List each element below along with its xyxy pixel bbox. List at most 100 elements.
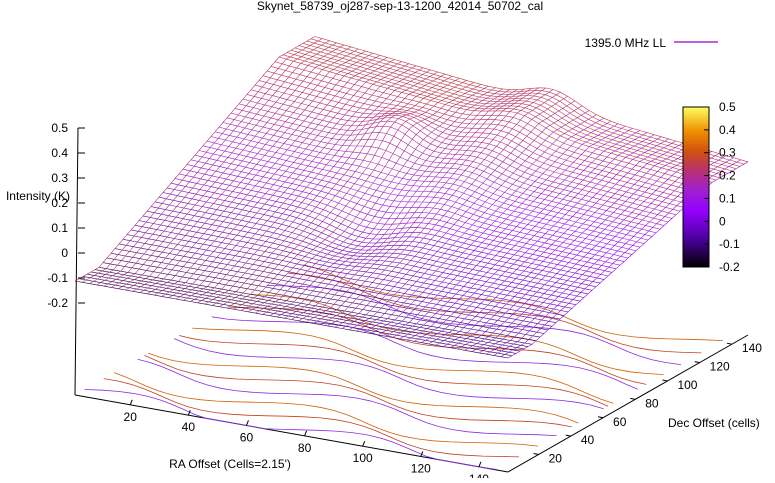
z-tick-label: 0.5 bbox=[51, 121, 68, 135]
mesh-line-x bbox=[154, 59, 395, 296]
x-tick-label: 100 bbox=[353, 451, 373, 465]
mesh-line-x bbox=[450, 144, 691, 348]
x-tick-label: 20 bbox=[124, 410, 138, 424]
mesh-line-x bbox=[464, 149, 705, 351]
mesh-line-x bbox=[356, 114, 597, 332]
mesh-line-x bbox=[334, 100, 575, 328]
mesh-line-x bbox=[457, 146, 698, 350]
x-tick-label: 40 bbox=[182, 420, 196, 434]
colorbox-tick-label: 0 bbox=[719, 214, 726, 228]
mesh-line-x bbox=[175, 65, 417, 300]
mesh-line-x bbox=[74, 36, 316, 282]
mesh-line-x bbox=[320, 91, 561, 325]
contour-line bbox=[288, 272, 702, 354]
mesh-line-x bbox=[349, 110, 590, 331]
y-tick-mark bbox=[630, 397, 636, 400]
z-tick-label: 0.1 bbox=[51, 221, 68, 235]
colorbox-tick-label: -0.1 bbox=[719, 237, 740, 251]
x-tick-mark bbox=[478, 461, 482, 468]
mesh-line-x bbox=[291, 88, 532, 320]
colorbox-tick-label: 0.4 bbox=[719, 123, 736, 137]
mesh-line-x bbox=[103, 44, 345, 287]
mesh-line-x bbox=[341, 105, 583, 329]
x-tick-mark bbox=[362, 440, 366, 447]
contour-line bbox=[84, 389, 498, 470]
y-tick-mark bbox=[565, 434, 571, 437]
x-tick-mark bbox=[129, 399, 133, 406]
mesh-line-x bbox=[442, 142, 684, 347]
x-tick-mark bbox=[304, 430, 308, 437]
z-tick-label: -0.2 bbox=[47, 296, 68, 310]
mesh-line-x bbox=[125, 50, 366, 291]
surface-mesh bbox=[74, 36, 749, 359]
contour-line bbox=[211, 316, 638, 390]
mesh-line-x bbox=[312, 89, 554, 324]
y-tick-mark bbox=[597, 416, 604, 419]
colorbox-tick-label: -0.2 bbox=[719, 260, 740, 274]
mesh-line-x bbox=[183, 67, 424, 301]
mesh-line-x bbox=[298, 87, 539, 322]
colorbox-tick-label: 0.2 bbox=[719, 169, 736, 183]
mesh-line-x bbox=[478, 153, 720, 354]
legend-label: 1395.0 MHz LL bbox=[585, 36, 667, 50]
colorbox-ticks: 0.5 0.4 0.3 0.2 0.1 0 -0.1 -0.2 bbox=[704, 100, 740, 274]
y-tick-mark bbox=[533, 453, 539, 456]
mesh-line-x bbox=[240, 84, 482, 311]
contour-line bbox=[228, 306, 647, 385]
mesh-line-x bbox=[139, 55, 381, 293]
mesh-line-x bbox=[327, 95, 568, 327]
mesh-line-x bbox=[276, 89, 518, 318]
y-tick-mark bbox=[662, 379, 668, 382]
mesh-line-x bbox=[421, 136, 662, 343]
contour-line bbox=[114, 372, 539, 447]
z-tick-label: 0 bbox=[61, 246, 68, 260]
contour-line bbox=[137, 358, 557, 436]
contour-line bbox=[103, 378, 520, 458]
mesh-line-x bbox=[399, 130, 640, 340]
mesh-line-x bbox=[168, 63, 409, 298]
x-tick-label: 60 bbox=[240, 430, 254, 444]
contour-line bbox=[251, 294, 664, 375]
mesh-line-x bbox=[110, 46, 352, 288]
mesh-line-x bbox=[269, 89, 511, 316]
x-tick-label: 120 bbox=[411, 461, 431, 475]
x-tick-label: 140 bbox=[469, 472, 489, 478]
colorbox-tick-label: 0.5 bbox=[719, 100, 736, 114]
mesh-line-x bbox=[385, 125, 626, 337]
mesh-line-x bbox=[428, 138, 669, 345]
mesh-line-x bbox=[248, 85, 489, 313]
y-tick-label: 140 bbox=[742, 341, 762, 355]
colorbox-gradient bbox=[682, 106, 710, 268]
mesh-line-x bbox=[82, 38, 323, 283]
mesh-line-x bbox=[197, 71, 438, 304]
mesh-line-x bbox=[377, 123, 619, 336]
y-tick-mark bbox=[726, 342, 732, 345]
x-tick-mark bbox=[420, 451, 424, 457]
mesh-line-x bbox=[147, 57, 388, 295]
base-frame bbox=[74, 127, 749, 473]
mesh-line-x bbox=[363, 117, 604, 333]
x-tick-label: 80 bbox=[298, 441, 312, 455]
colorbox-tick-label: 0.1 bbox=[719, 191, 736, 205]
colorbox-tick-label: 0.3 bbox=[719, 146, 736, 160]
contour-line bbox=[148, 352, 579, 424]
legend: 1395.0 MHz LL bbox=[585, 36, 718, 50]
x-tick-mark bbox=[245, 420, 249, 426]
y-tick-label: 80 bbox=[645, 396, 659, 410]
z-axis-label: Intensity (K) bbox=[6, 189, 70, 203]
mesh-line-x bbox=[255, 87, 496, 314]
mesh-line-x bbox=[471, 151, 713, 352]
mesh-line-x bbox=[305, 87, 547, 323]
mesh-line-x bbox=[96, 42, 337, 286]
y-tick-label: 40 bbox=[581, 433, 595, 447]
contour-line bbox=[192, 327, 614, 404]
y-tick-label: 60 bbox=[613, 415, 627, 429]
mesh-line-x bbox=[370, 120, 612, 334]
y-tick-label: 20 bbox=[549, 452, 563, 466]
z-tick-label: -0.1 bbox=[47, 271, 68, 285]
mesh-line-x bbox=[414, 134, 655, 342]
mesh-line-x bbox=[190, 69, 431, 302]
mesh-line-x bbox=[132, 52, 373, 292]
y-tick-label: 100 bbox=[677, 378, 697, 392]
